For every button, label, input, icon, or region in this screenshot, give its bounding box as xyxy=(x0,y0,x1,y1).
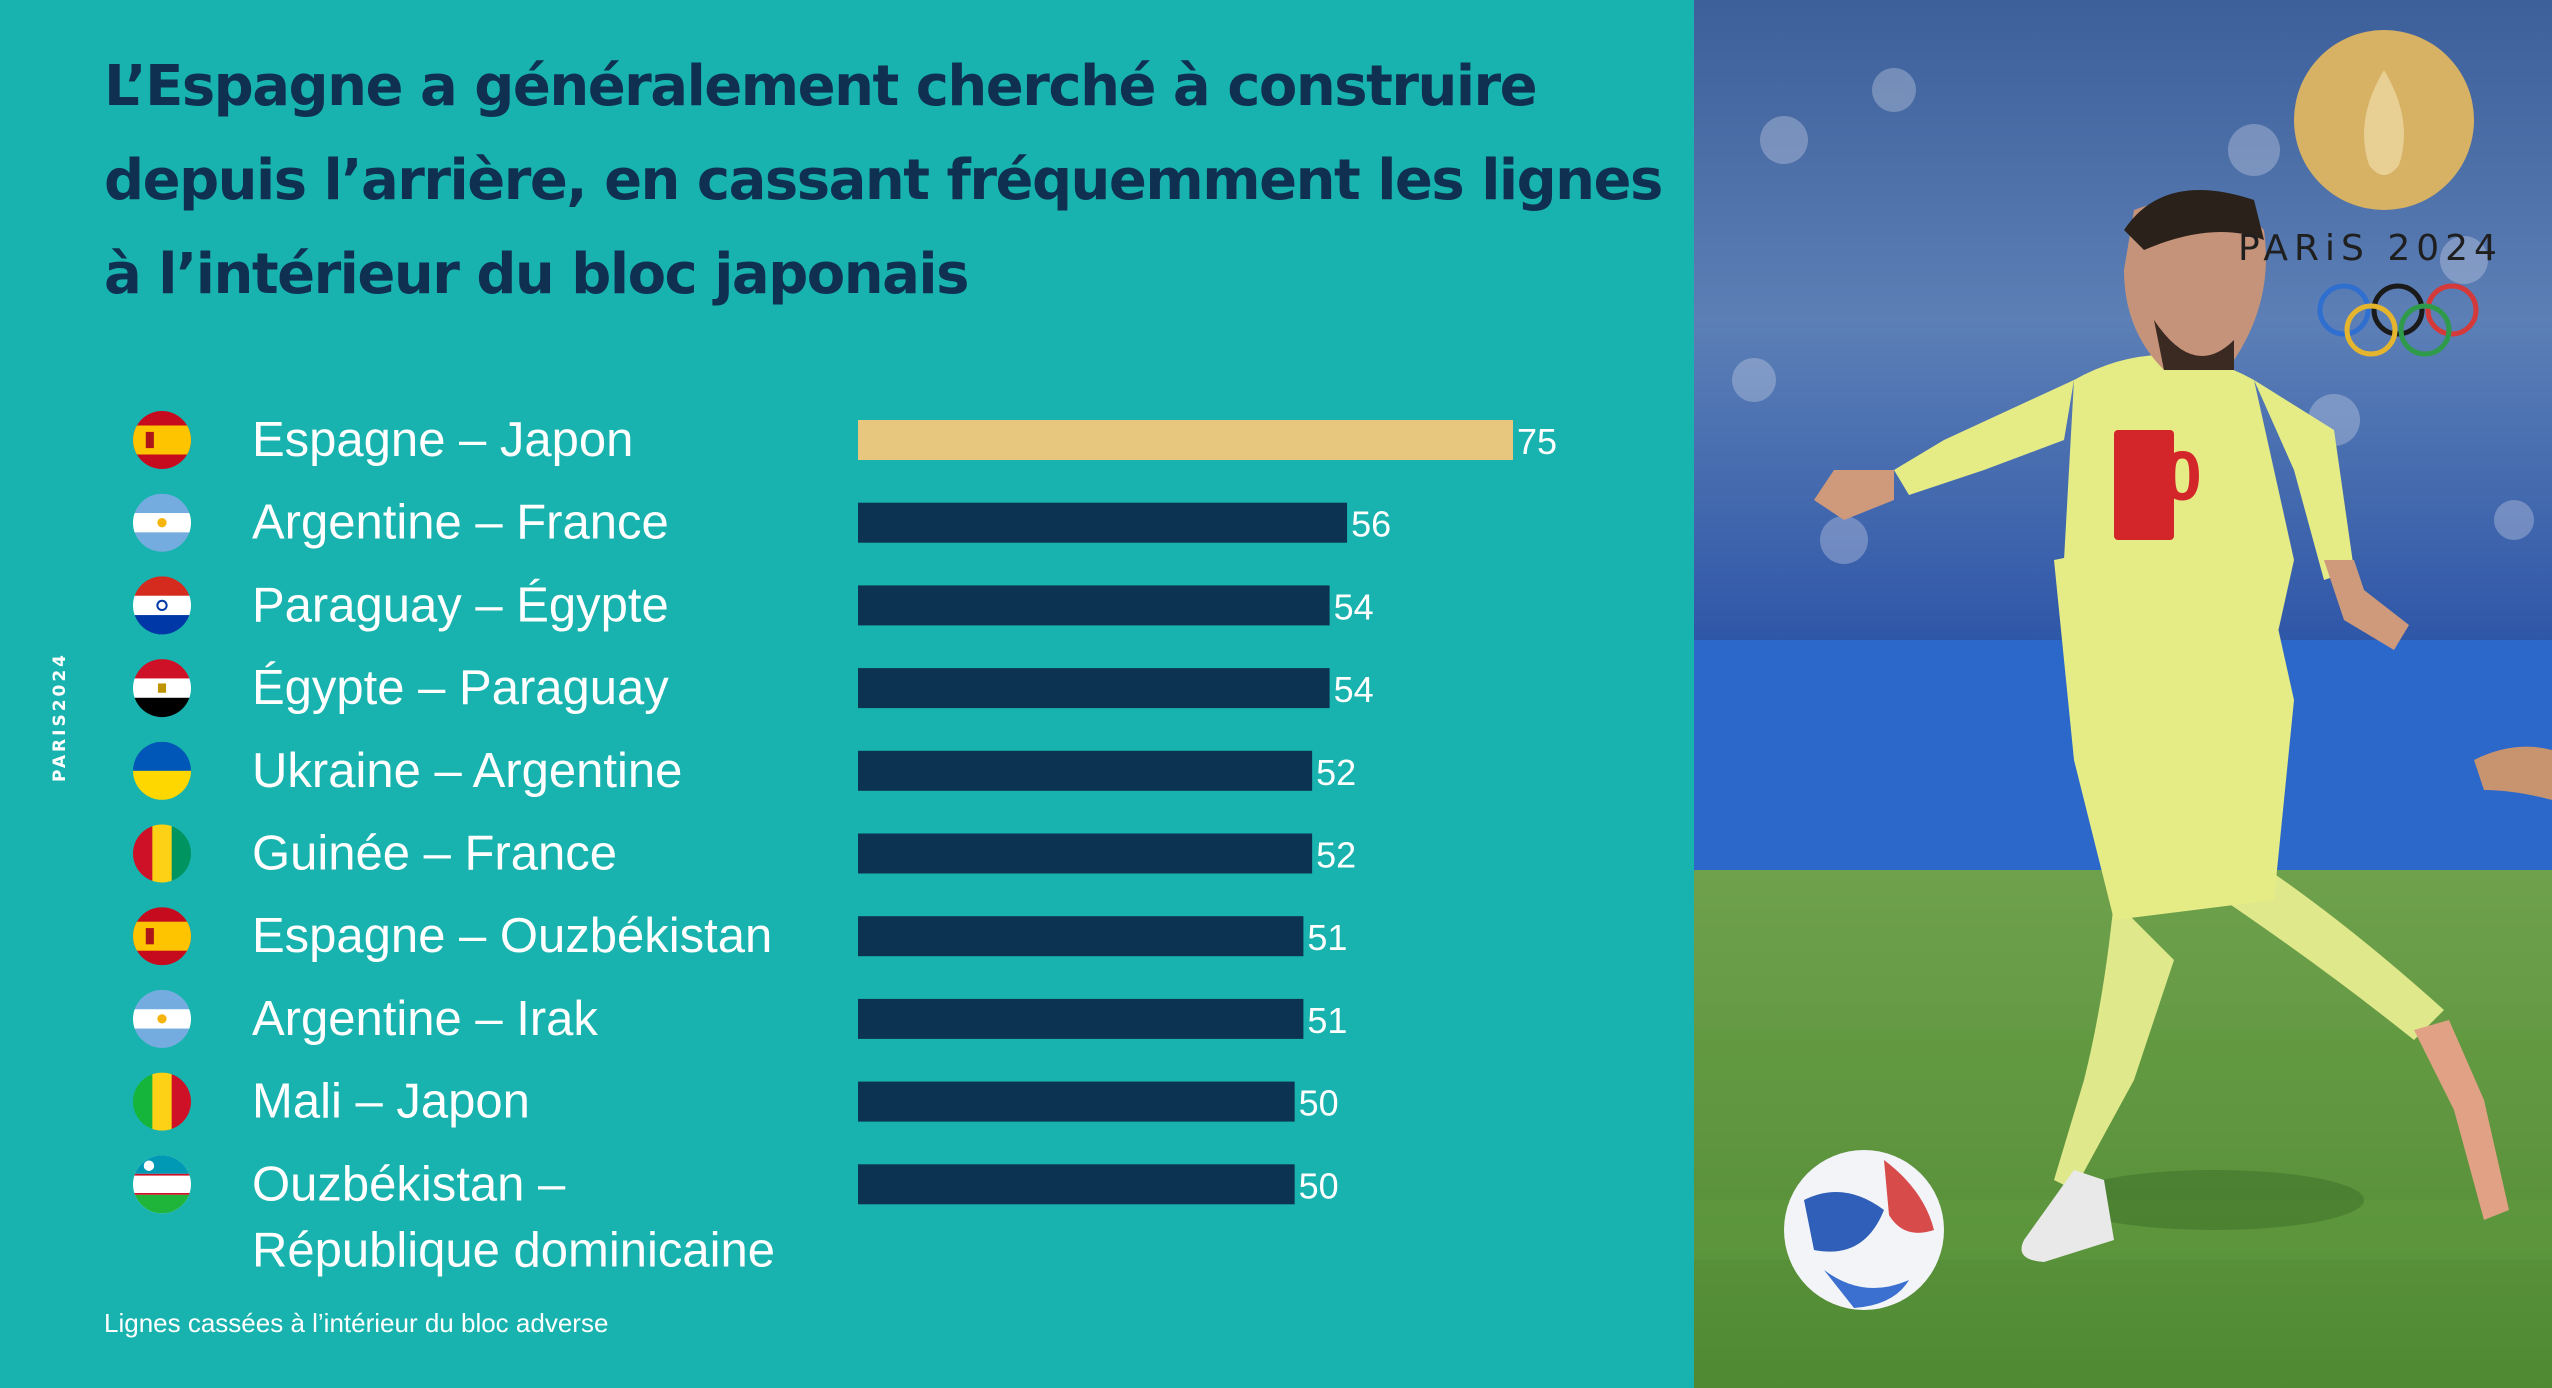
spain-flag-icon xyxy=(133,411,191,469)
bar-label: Paraguay – Égypte xyxy=(252,578,669,632)
paris-2024-logo-text: PARiS 2024 xyxy=(2238,228,2503,269)
bar-value-label: 50 xyxy=(1299,1083,1339,1124)
bar xyxy=(858,998,1304,1039)
bar-row: Argentine – Irak 51 xyxy=(133,989,1347,1048)
bar xyxy=(858,502,1348,543)
bar-row: Égypte – Paraguay 54 xyxy=(133,659,1374,718)
bar xyxy=(858,585,1330,626)
bar-value-label: 52 xyxy=(1316,752,1356,793)
chart-title: L’Espagne a généralement cherché à const… xyxy=(104,54,1663,307)
bar xyxy=(858,833,1313,874)
side-brand-text: PARIS2024 xyxy=(50,651,70,783)
bar-label: Égypte – Paraguay xyxy=(252,661,669,715)
bar xyxy=(858,750,1313,791)
bar-label: Argentine – Irak xyxy=(252,992,598,1046)
bar-row: Paraguay – Égypte 54 xyxy=(133,576,1374,635)
bar-label: Espagne – Ouzbékistan xyxy=(252,909,772,963)
bar-row: Ukraine – Argentine 52 xyxy=(133,741,1356,800)
chart-panel: L’Espagne a généralement cherché à const… xyxy=(50,54,1664,1338)
argentina-flag-icon xyxy=(133,493,191,552)
bar xyxy=(858,1164,1295,1205)
bar-row: Ouzbékistan – République dominicaine 50 xyxy=(133,1155,1339,1277)
x-axis-label: Lignes cassées à l’intérieur du bloc adv… xyxy=(104,1308,609,1338)
uzbekistan-flag-icon xyxy=(133,1155,191,1214)
bar xyxy=(858,916,1304,957)
spain-flag-icon xyxy=(133,907,191,966)
bar-value-label: 75 xyxy=(1517,421,1557,462)
bar-chart: Espagne – Japon 75 Argentine – France 56 Par… xyxy=(133,411,1557,1277)
bar xyxy=(858,420,1513,460)
bar-value-label: 54 xyxy=(1334,586,1374,627)
bar-value-label: 56 xyxy=(1351,504,1391,545)
mali-flag-icon xyxy=(133,1072,191,1131)
bar-value-label: 51 xyxy=(1307,1000,1347,1041)
svg-text:10: 10 xyxy=(2124,437,2202,515)
bar-row: Guinée – France 52 xyxy=(133,824,1356,883)
ukraine-flag-icon xyxy=(133,741,191,800)
argentina-flag-icon xyxy=(133,989,191,1048)
bar xyxy=(858,1081,1295,1122)
guinea-flag-icon xyxy=(133,824,191,883)
bar-value-label: 52 xyxy=(1316,835,1356,876)
bar-row: Argentine – France 56 xyxy=(133,493,1391,552)
bar-value-label: 51 xyxy=(1307,917,1347,958)
bar-label: Ukraine – Argentine xyxy=(252,744,682,798)
bar-label: Ouzbékistan – République dominicaine xyxy=(252,1157,775,1277)
bar-row: Espagne – Ouzbékistan 51 xyxy=(133,907,1347,966)
bar-label: Guinée – France xyxy=(252,827,617,881)
bar xyxy=(858,668,1330,709)
egypt-flag-icon xyxy=(133,659,191,718)
player-photo: 10 xyxy=(1694,0,2552,1388)
bar-value-label: 50 xyxy=(1299,1165,1339,1206)
bar-label: Mali – Japon xyxy=(252,1075,530,1129)
bar-label: Argentine – France xyxy=(252,496,669,550)
bar-row: Espagne – Japon 75 xyxy=(133,411,1557,469)
bar-value-label: 54 xyxy=(1334,669,1374,710)
bar-label: Espagne – Japon xyxy=(252,413,633,467)
paraguay-flag-icon xyxy=(133,576,191,635)
bar-row: Mali – Japon 50 xyxy=(133,1072,1339,1131)
